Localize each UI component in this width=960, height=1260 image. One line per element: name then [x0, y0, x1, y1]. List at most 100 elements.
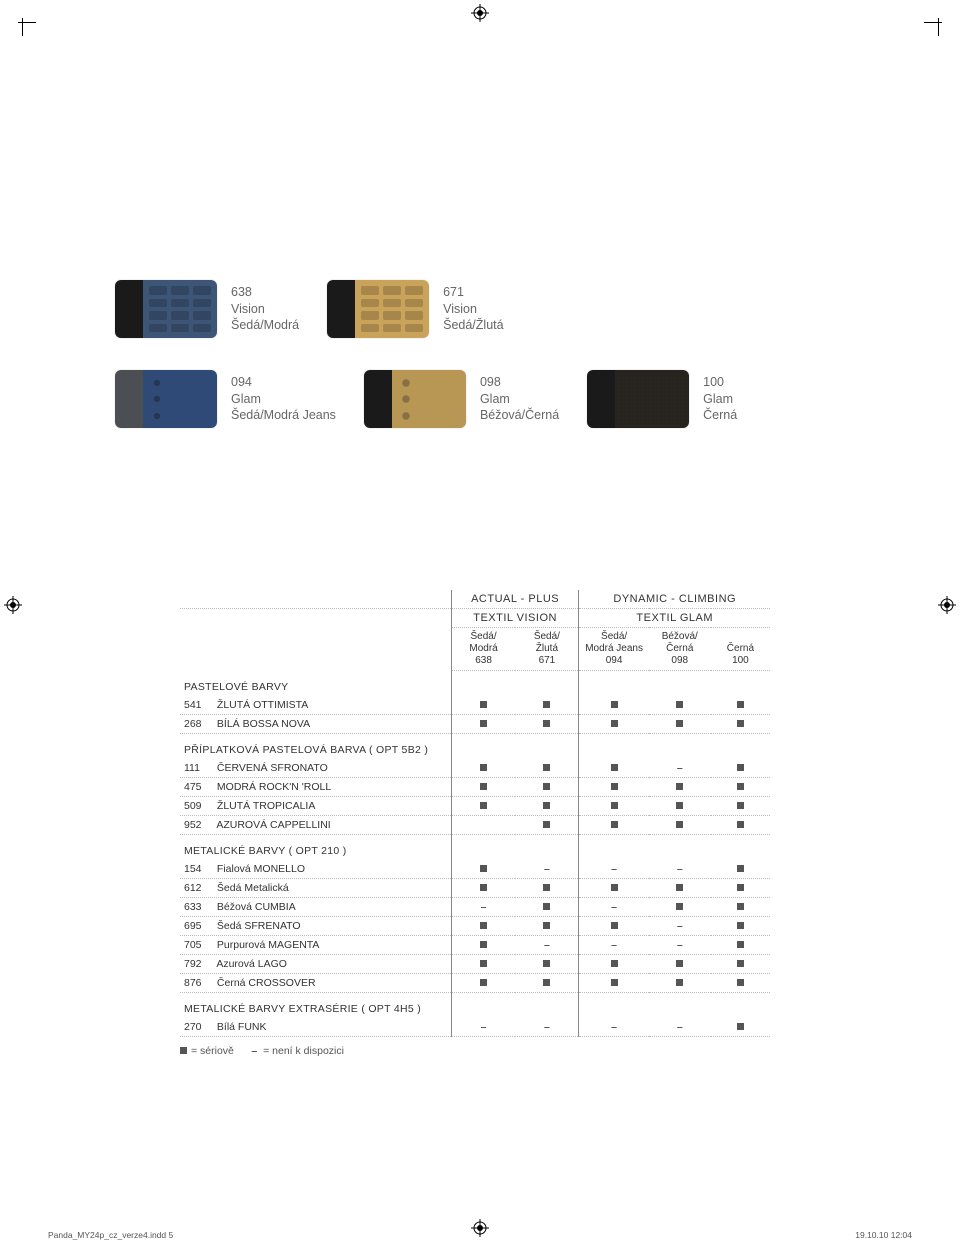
row-name: 509 ŽLUTÁ TROPICALIA [180, 796, 451, 815]
crop-mark-tl [8, 8, 36, 36]
cell-std [515, 759, 579, 778]
cell-std [451, 796, 515, 815]
cell-std [579, 777, 649, 796]
swatch-label: 098GlamBéžová/Černá [480, 374, 559, 425]
cell-std [515, 815, 579, 834]
cell-std [649, 897, 711, 916]
footer-datetime: 19.10.10 12:04 [855, 1230, 912, 1240]
row-name: 612 Šedá Metalická [180, 878, 451, 897]
cell-na: – [649, 916, 711, 935]
row-name: 154 Fialová MONELLO [180, 860, 451, 879]
cell-std [579, 714, 649, 733]
cell-std [515, 897, 579, 916]
cell-std [515, 777, 579, 796]
cell-std [451, 860, 515, 879]
cell-std [711, 897, 770, 916]
swatch-item: 100GlamČerná [587, 370, 737, 428]
cell-std [579, 973, 649, 992]
group1-sub: TEXTIL VISION [451, 609, 579, 628]
swatch-label: 094GlamŠedá/Modrá Jeans [231, 374, 336, 425]
cell-na: – [515, 1018, 579, 1037]
reg-mark-right [938, 596, 956, 614]
page-footer: Panda_MY24p_cz_verze4.indd 5 19.10.10 12… [48, 1230, 912, 1240]
swatch-row-1: 638VisionŠedá/Modrá 671VisionŠedá/Žlutá [115, 280, 895, 338]
cell-na: – [649, 935, 711, 954]
cell-std [515, 696, 579, 715]
cell-std [579, 916, 649, 935]
cell-std [649, 714, 711, 733]
col-head: Šedá/Modrá Jeans094 [579, 628, 649, 671]
cell-std [649, 796, 711, 815]
cell-std [649, 777, 711, 796]
cell-std [579, 878, 649, 897]
row-name: 475 MODRÁ ROCK'N 'ROLL [180, 777, 451, 796]
swatches-area: 638VisionŠedá/Modrá 671VisionŠedá/Žlutá 0… [115, 280, 895, 460]
cell-std [711, 954, 770, 973]
cell-std [451, 759, 515, 778]
swatch-094 [115, 370, 217, 428]
cell-na: – [579, 860, 649, 879]
legend-std-text: = sériově [191, 1045, 234, 1057]
cell-std [579, 954, 649, 973]
reg-mark-left [4, 596, 22, 614]
color-matrix: ACTUAL - PLUSDYNAMIC - CLIMBINGTEXTIL VI… [180, 590, 770, 1057]
cell-std [451, 935, 515, 954]
cell-std [711, 935, 770, 954]
group1-title: ACTUAL - PLUS [451, 590, 579, 609]
cell-std [711, 1018, 770, 1037]
row-name: 695 Šedá SFRENATO [180, 916, 451, 935]
swatch-item: 671VisionŠedá/Žlutá [327, 280, 503, 338]
row-name: 111 ČERVENÁ SFRONATO [180, 759, 451, 778]
cell-na: – [515, 935, 579, 954]
col-head: Béžová/Černá098 [649, 628, 711, 671]
cell-na: – [579, 935, 649, 954]
col-head: Šedá/Modrá638 [451, 628, 515, 671]
legend-na-text: = není k dispozici [263, 1045, 344, 1057]
cell-na: – [451, 1018, 515, 1037]
row-name: 541 ŽLUTÁ OTTIMISTA [180, 696, 451, 715]
row-name: 268 BÍLÁ BOSSA NOVA [180, 714, 451, 733]
swatch-item: 638VisionŠedá/Modrá [115, 280, 299, 338]
legend: = sériově – = není k dispozici [180, 1045, 770, 1057]
cell-std [579, 796, 649, 815]
cell-std [451, 714, 515, 733]
cell-std [649, 878, 711, 897]
cell-std [451, 696, 515, 715]
section-title: PASTELOVÉ BARVY [180, 671, 451, 696]
cell-std [711, 860, 770, 879]
swatch-100 [587, 370, 689, 428]
section-title: METALICKÉ BARVY EXTRASÉRIE ( OPT 4H5 ) [180, 992, 451, 1018]
cell-na: – [515, 860, 579, 879]
crop-mark-tr [924, 8, 952, 36]
section-title: METALICKÉ BARVY ( OPT 210 ) [180, 834, 451, 860]
cell-std [711, 973, 770, 992]
row-name: 876 Černá CROSSOVER [180, 973, 451, 992]
cell-std [711, 759, 770, 778]
cell-std [515, 916, 579, 935]
reg-mark-top [471, 4, 489, 22]
cell-std [649, 973, 711, 992]
cell-std [711, 815, 770, 834]
cell-na: – [649, 759, 711, 778]
cell-std [711, 696, 770, 715]
cell-na: – [649, 860, 711, 879]
cell-std [711, 796, 770, 815]
col-head: Černá100 [711, 628, 770, 671]
swatch-label: 100GlamČerná [703, 374, 737, 425]
cell-empty [451, 815, 515, 834]
section-title: PŘÍPLATKOVÁ PASTELOVÁ BARVA ( OPT 5B2 ) [180, 733, 451, 759]
cell-std [711, 878, 770, 897]
col-head: Šedá/Žlutá671 [515, 628, 579, 671]
row-name: 705 Purpurová MAGENTA [180, 935, 451, 954]
swatch-item: 094GlamŠedá/Modrá Jeans [115, 370, 336, 428]
group2-sub: TEXTIL GLAM [579, 609, 770, 628]
row-name: 952 AZUROVÁ CAPPELLINI [180, 815, 451, 834]
cell-std [451, 973, 515, 992]
cell-na: – [579, 1018, 649, 1037]
row-name: 633 Béžová CUMBIA [180, 897, 451, 916]
cell-na: – [451, 897, 515, 916]
cell-std [649, 954, 711, 973]
cell-std [579, 815, 649, 834]
cell-na: – [579, 897, 649, 916]
swatch-row-2: 094GlamŠedá/Modrá Jeans 098GlamBéžová/Čer… [115, 370, 895, 428]
